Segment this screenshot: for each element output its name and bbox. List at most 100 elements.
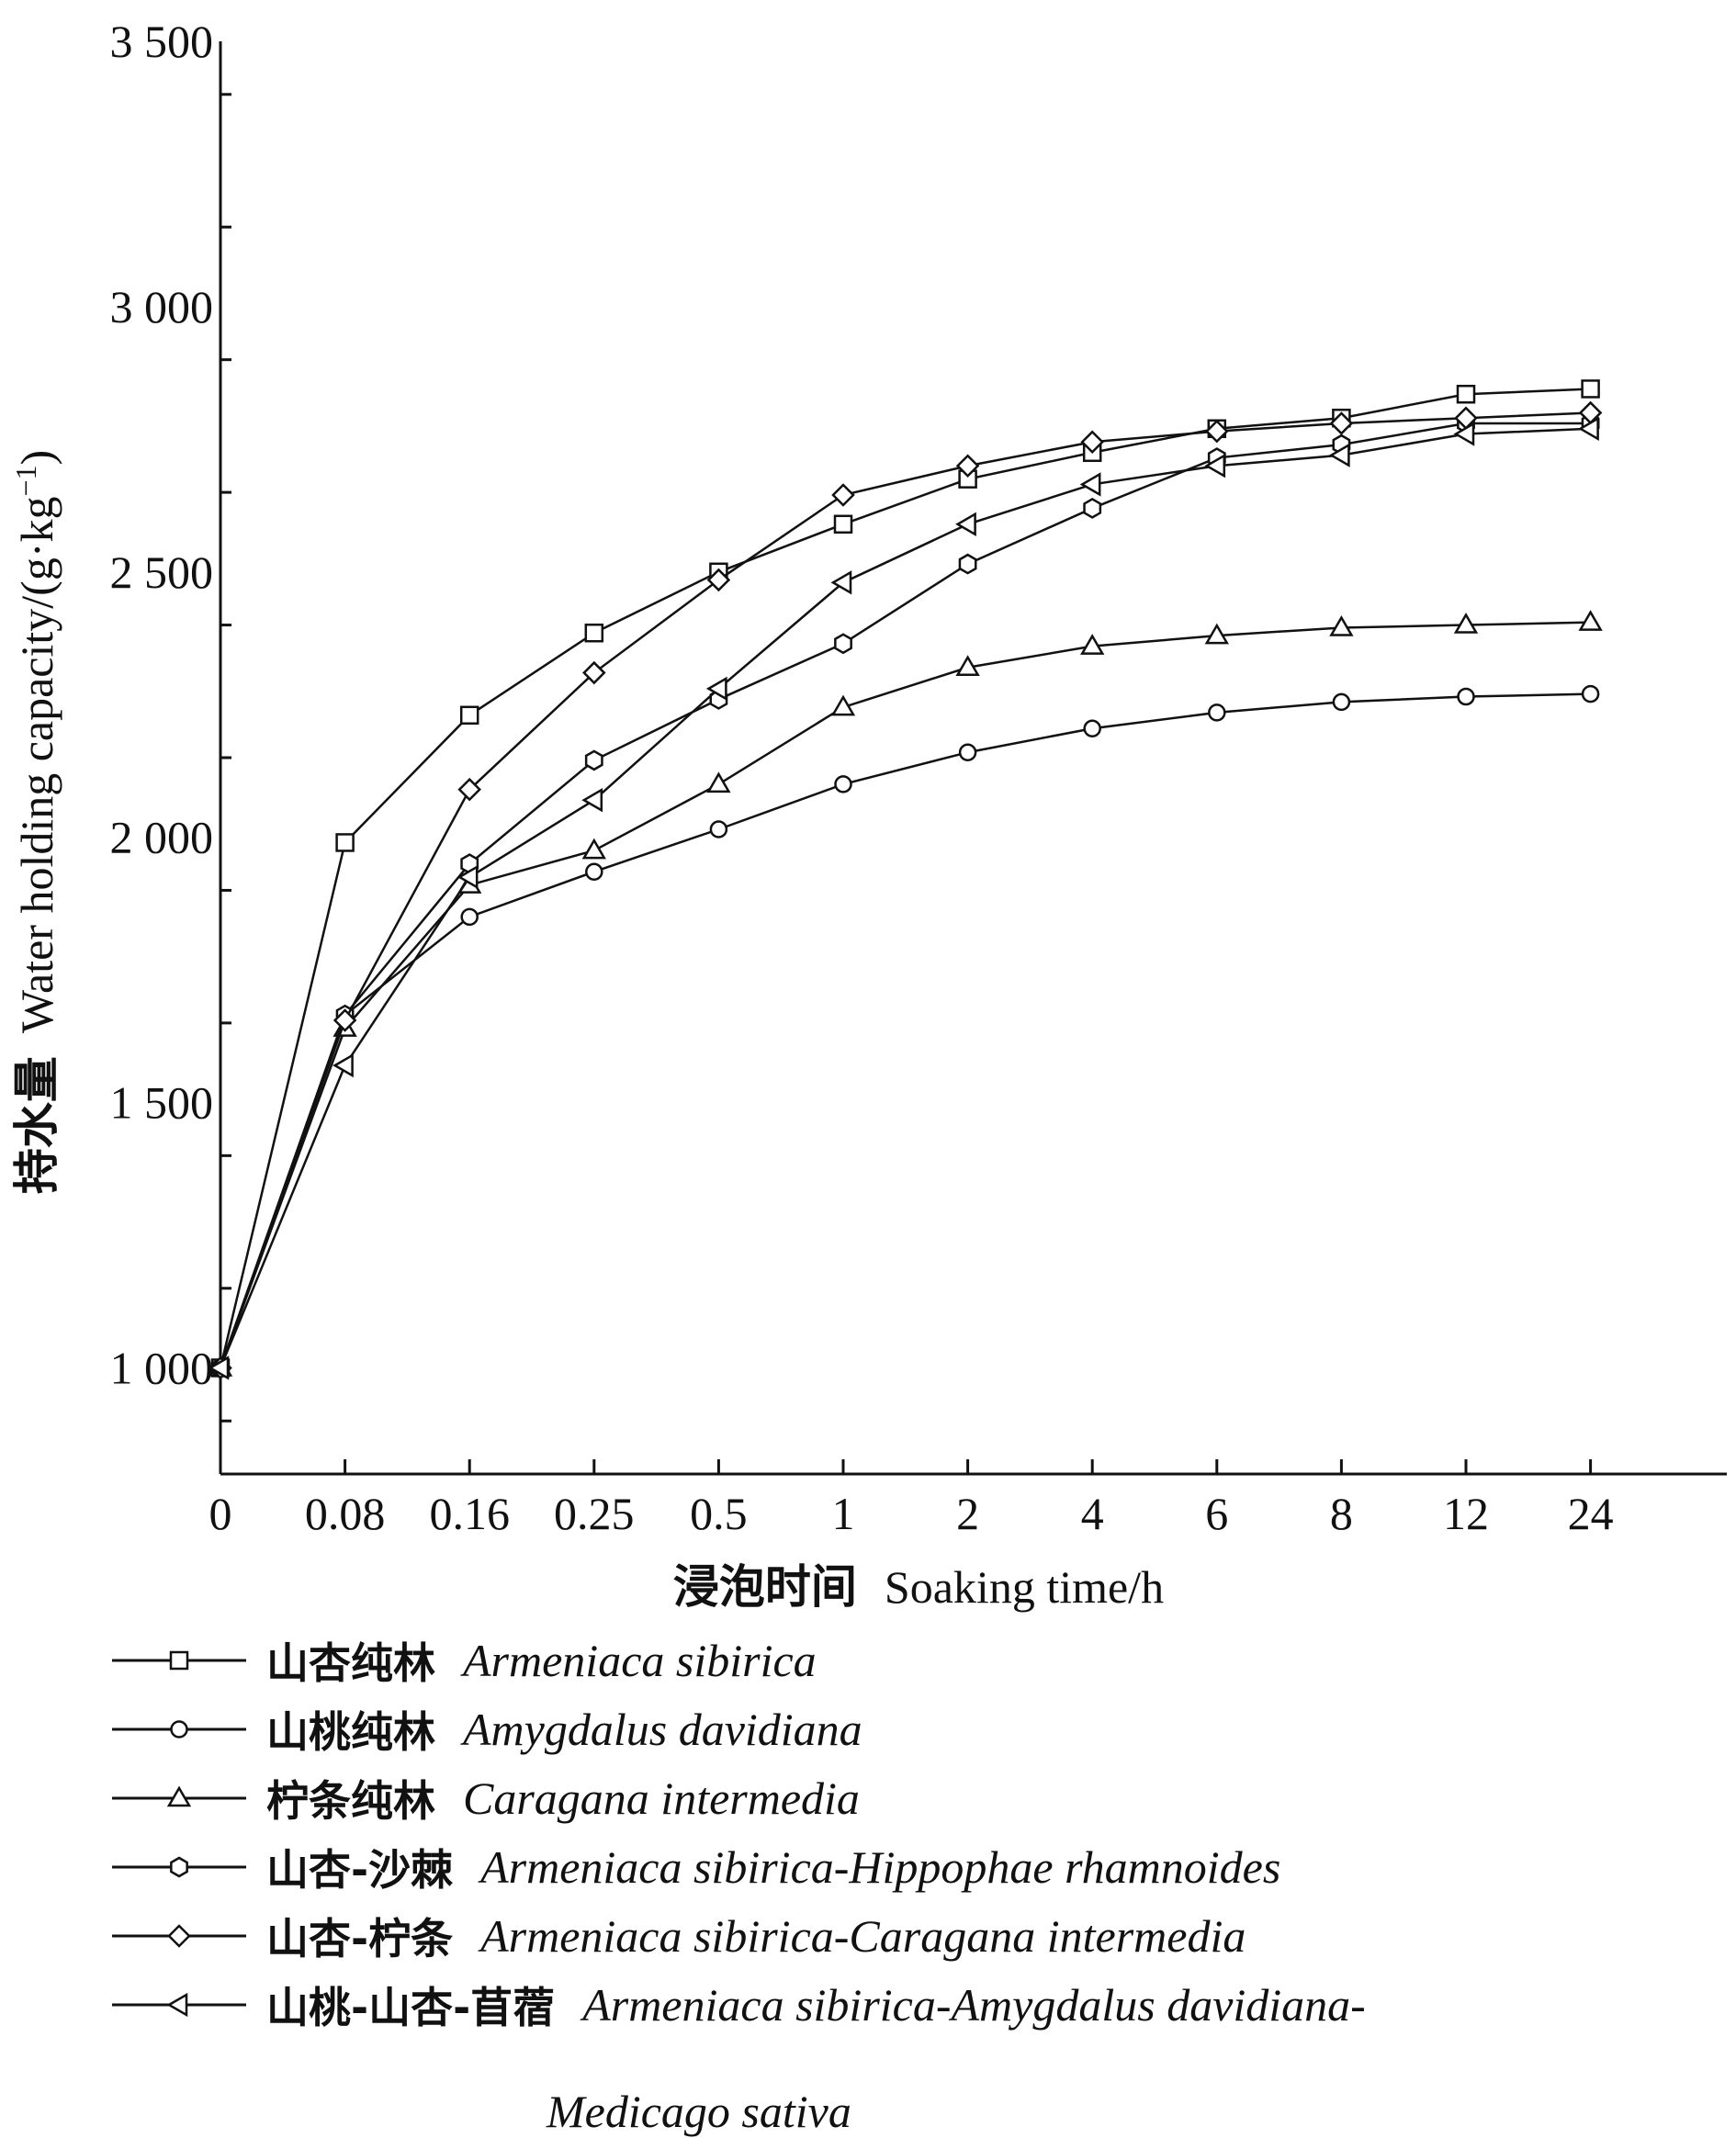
legend-label-cn-1: 山桃纯林: [266, 1706, 435, 1757]
data-point-5: [955, 512, 976, 536]
data-point-1: [1083, 719, 1101, 737]
data-point-2: [1329, 614, 1354, 636]
data-point-2: [581, 838, 606, 860]
data-point-3: [584, 749, 603, 771]
data-point-2: [955, 655, 980, 677]
legend-label-en-1: Amygdalus davidiana: [463, 1703, 862, 1755]
data-point-5: [830, 570, 852, 595]
data-point-2: [1453, 613, 1479, 634]
y-axis-title: 持水量 Water holding capacity/(g·kg−1): [9, 450, 63, 1194]
x-tick-label: 12: [1443, 1488, 1489, 1539]
data-point-0: [1581, 379, 1600, 399]
legend-item-3: 山杏-沙棘 Armeniaca sibirica-Hippophae rhamn…: [110, 1832, 1708, 1901]
data-point-5: [581, 788, 603, 813]
legend-label-cn-2: 柠条纯林: [266, 1775, 435, 1826]
legend-swatch-2: [112, 1785, 246, 1806]
data-point-4: [582, 660, 606, 685]
data-point-0: [459, 705, 479, 726]
y-tick-label: 2 000: [110, 812, 214, 863]
legend-item-1: 山桃纯林 Amygdalus davidiana: [110, 1694, 1708, 1763]
data-point-2: [1578, 610, 1603, 631]
legend-swatch-marker: [166, 1785, 192, 1806]
legend-label-en-2: Caragana intermedia: [463, 1772, 860, 1824]
data-point-0: [1456, 384, 1476, 404]
data-point-1: [709, 820, 728, 838]
y-axis-title-cn: 持水量: [10, 1056, 63, 1194]
data-point-2: [1204, 623, 1229, 645]
data-point-0: [335, 833, 355, 852]
data-point-0: [833, 514, 853, 534]
legend-item-0: 山杏纯林 Armeniaca sibirica: [110, 1626, 1708, 1694]
y-tick-label: 2 500: [110, 546, 214, 598]
data-point-4: [831, 483, 855, 507]
data-point-5: [208, 1356, 230, 1380]
series-1: [211, 684, 1600, 1378]
x-tick-label: 0.25: [554, 1488, 635, 1539]
data-point-4: [706, 568, 731, 592]
x-tick-label: 1: [832, 1488, 855, 1539]
x-tick-label: 0.16: [429, 1488, 510, 1539]
y-axis-title-end: ): [11, 450, 62, 466]
legend-swatch-marker: [169, 1650, 189, 1670]
y-tick-label: 3 500: [110, 16, 214, 67]
data-point-1: [1208, 703, 1226, 722]
x-axis-title-en: Soaking time/h: [885, 1561, 1164, 1613]
legend-label-en-0: Armeniaca sibirica: [463, 1634, 817, 1686]
legend-item-2: 柠条纯林 Caragana intermedia: [110, 1763, 1708, 1832]
data-point-1: [1581, 684, 1600, 703]
data-point-1: [460, 907, 479, 927]
data-point-4: [333, 1008, 357, 1032]
data-point-4: [457, 777, 481, 802]
legend-label-cn-0: 山杏纯林: [266, 1637, 435, 1688]
series-line-4: [219, 411, 1591, 1368]
legend-swatch-marker: [170, 1719, 188, 1739]
legend-swatch-1: [112, 1719, 246, 1739]
data-point-4: [955, 454, 980, 478]
data-point-4: [1205, 419, 1229, 444]
data-point-1: [1332, 692, 1351, 712]
series-3: [211, 412, 1600, 1378]
data-point-1: [585, 862, 603, 881]
legend-swatch-marker: [170, 1856, 188, 1877]
y-tick-label: 3 000: [110, 281, 214, 332]
legend-label-en-4: Armeniaca sibirica-Caragana intermedia: [480, 1909, 1246, 1962]
data-point-5: [457, 864, 479, 890]
data-point-5: [1204, 454, 1226, 478]
legend-label-en-5: Armeniaca sibirica-Amygdalus davidiana-: [582, 1978, 1366, 2031]
y-tick-label: 1 000: [110, 1342, 214, 1393]
data-point-5: [1578, 416, 1599, 441]
x-tick-label: 8: [1330, 1488, 1353, 1539]
data-point-3: [834, 633, 852, 655]
data-point-4: [1329, 411, 1354, 435]
x-tick-label: 4: [1081, 1488, 1104, 1539]
series-group: [208, 379, 1603, 1380]
y-axis-title-sup: −1: [9, 465, 42, 496]
data-point-5: [705, 676, 727, 702]
legend-label-cn-3: 山杏-沙棘: [266, 1844, 454, 1895]
series-5: [208, 416, 1599, 1380]
data-point-3: [1083, 498, 1102, 519]
legend-label-cn-5: 山桃-山杏-苜蓿: [266, 1982, 556, 2032]
x-axis-title: 浸泡时间 Soaking time/h: [673, 1560, 1164, 1614]
legend-label-en-5-line2: Medicago sativa: [547, 2086, 851, 2137]
data-point-3: [958, 553, 977, 575]
series-line-2: [219, 621, 1591, 1368]
series-line-3: [219, 422, 1591, 1368]
legend-swatch-4: [112, 1923, 246, 1948]
y-axis-title-en: Water holding capacity/(g·kg: [11, 497, 62, 1034]
y-tick-label: 1 500: [110, 1077, 214, 1129]
series-line-1: [219, 692, 1591, 1368]
y-ticks: 1 000 1 500 2 000 2 500 3 000 3 500: [110, 16, 231, 1423]
x-axis-title-cn: 浸泡时间: [673, 1560, 857, 1614]
legend-item-5: 山桃-山杏-苜蓿 Armeniaca sibirica-Amygdalus da…: [110, 1970, 1708, 2039]
legend-label-cn-4: 山杏-柠条: [266, 1913, 454, 1964]
x-tick-label: 0.5: [690, 1488, 748, 1539]
data-point-5: [333, 1052, 354, 1078]
data-point-1: [834, 775, 852, 793]
data-point-0: [584, 623, 604, 643]
legend-swatch-marker: [166, 1992, 188, 2017]
data-point-4: [1080, 430, 1104, 454]
x-tick-label: 24: [1568, 1488, 1614, 1539]
data-point-2: [830, 694, 856, 716]
